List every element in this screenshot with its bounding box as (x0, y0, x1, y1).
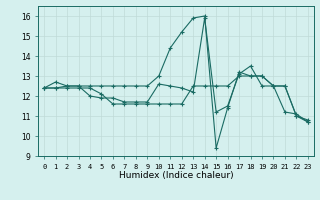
X-axis label: Humidex (Indice chaleur): Humidex (Indice chaleur) (119, 171, 233, 180)
